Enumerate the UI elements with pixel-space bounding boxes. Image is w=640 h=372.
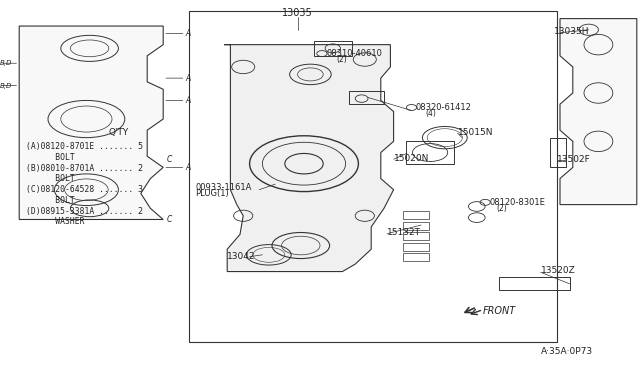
Text: 2: 2 <box>137 164 142 173</box>
Text: B,D: B,D <box>0 83 12 89</box>
Text: 13035H: 13035H <box>554 27 589 36</box>
Text: PLUG(1): PLUG(1) <box>195 189 229 198</box>
Text: 5: 5 <box>137 142 142 151</box>
Text: (2): (2) <box>496 204 507 213</box>
Bar <box>406 141 454 164</box>
Text: A: A <box>186 74 191 83</box>
Text: 08310-40610: 08310-40610 <box>326 49 382 58</box>
Bar <box>403 222 429 230</box>
Text: 13520Z: 13520Z <box>541 266 575 275</box>
Text: 08120-8301E: 08120-8301E <box>490 198 545 207</box>
Bar <box>403 253 429 261</box>
Text: A: A <box>186 96 191 105</box>
Text: C: C <box>166 215 172 224</box>
Text: 3: 3 <box>137 185 142 194</box>
Bar <box>349 91 384 104</box>
Text: (B)08010-8701A .......: (B)08010-8701A ....... <box>26 164 133 173</box>
Polygon shape <box>560 19 637 205</box>
Text: 15015N: 15015N <box>458 128 493 137</box>
Text: 15132T: 15132T <box>387 228 421 237</box>
Text: 13502F: 13502F <box>557 155 591 164</box>
Text: BOLT: BOLT <box>26 196 74 205</box>
Text: 13042: 13042 <box>227 252 256 261</box>
Text: 2: 2 <box>137 207 142 216</box>
Text: (A)08120-8701E .......: (A)08120-8701E ....... <box>26 142 133 151</box>
Text: (C)08120-64528 .......: (C)08120-64528 ....... <box>26 185 133 194</box>
Bar <box>403 243 429 251</box>
Bar <box>314 41 352 56</box>
Text: (D)08915-3381A .......: (D)08915-3381A ....... <box>26 207 133 216</box>
Text: A: A <box>186 29 191 38</box>
Text: 00933-1161A: 00933-1161A <box>195 183 252 192</box>
Text: WASHER: WASHER <box>26 217 84 226</box>
Text: 08320-61412: 08320-61412 <box>416 103 472 112</box>
Polygon shape <box>19 26 163 219</box>
Text: 15020N: 15020N <box>394 154 429 163</box>
Bar <box>189 11 557 342</box>
Text: BOLT: BOLT <box>26 153 74 162</box>
Bar <box>499 277 570 290</box>
Text: FRONT: FRONT <box>483 306 516 315</box>
Text: C: C <box>166 155 172 164</box>
Bar <box>403 232 429 240</box>
Polygon shape <box>224 45 394 272</box>
Text: 13035: 13035 <box>282 8 313 18</box>
Text: A: A <box>186 163 191 172</box>
Bar <box>550 138 566 167</box>
Text: (4): (4) <box>426 109 436 118</box>
Text: (2): (2) <box>336 55 347 64</box>
Text: Q'TY: Q'TY <box>108 128 129 137</box>
Text: B,D: B,D <box>0 60 12 66</box>
Text: BOLT: BOLT <box>26 174 74 183</box>
Bar <box>403 211 429 219</box>
Text: A·35A·0P73: A·35A·0P73 <box>541 347 593 356</box>
